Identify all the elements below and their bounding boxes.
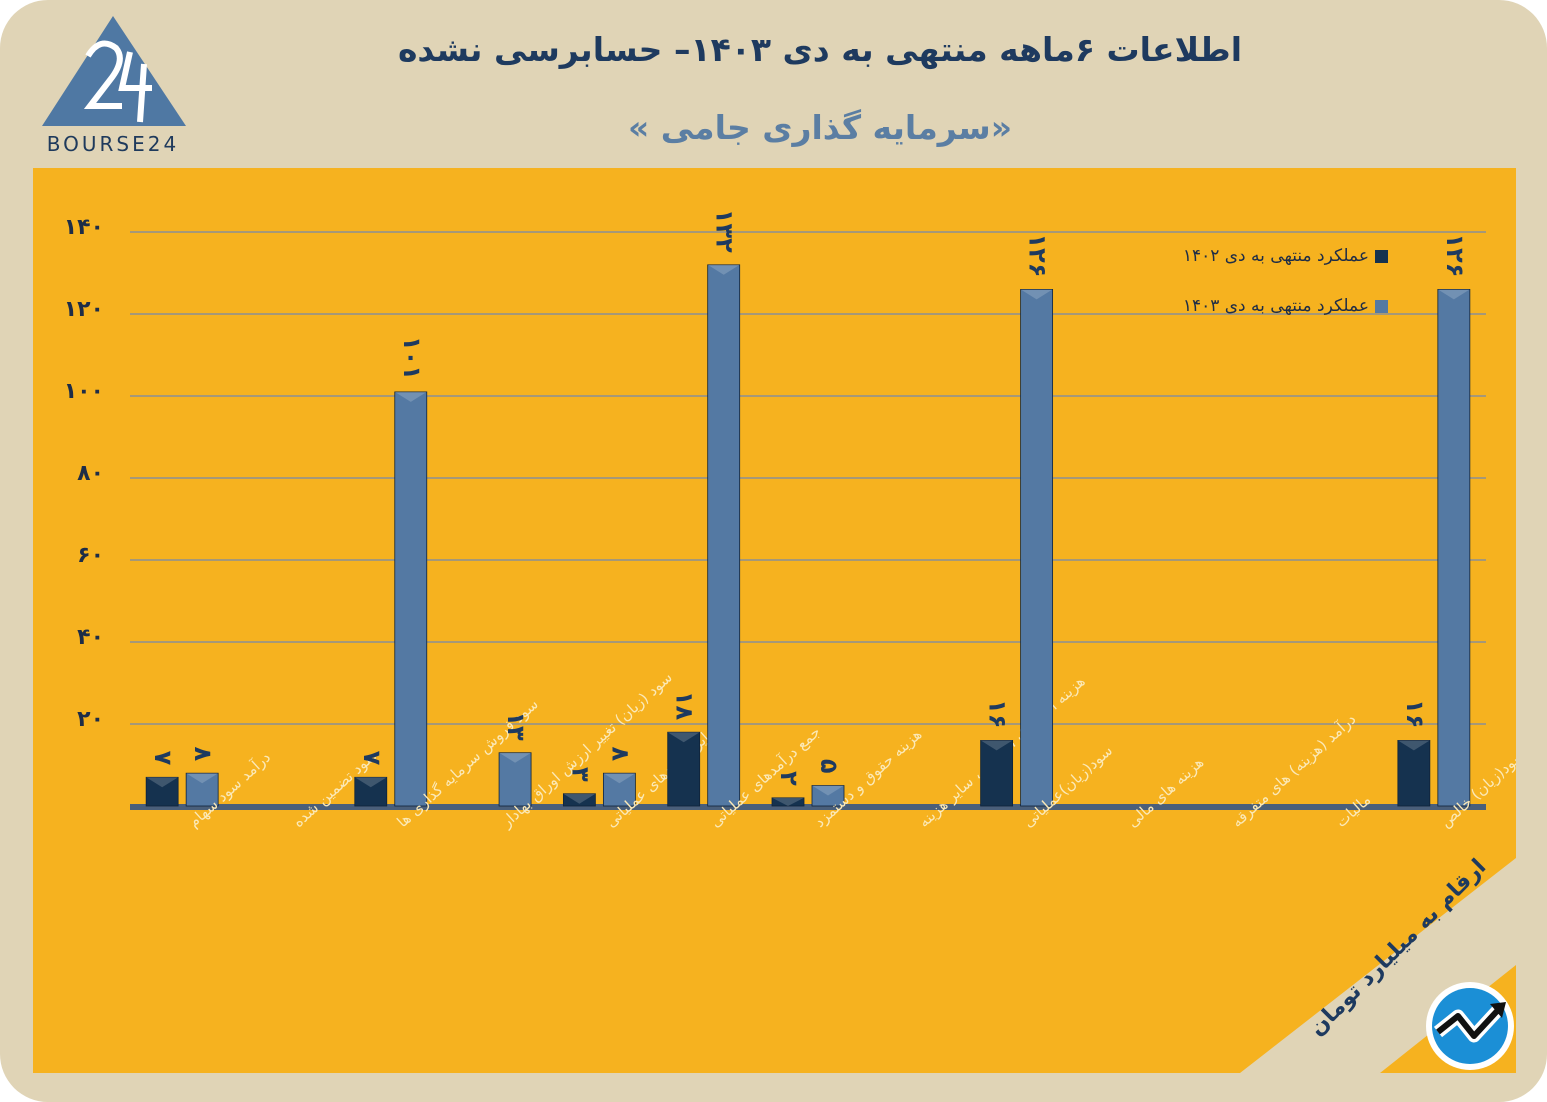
y-tick-label: ۸۰ — [77, 461, 104, 486]
x-axis-line — [130, 804, 1486, 810]
bar-value-label: ۸ — [189, 747, 217, 762]
bar-1402 — [354, 776, 388, 807]
bar-1403 — [498, 752, 532, 807]
bar-1403 — [185, 772, 219, 807]
chart-title: اطلاعات ۶ماهه منتهی به دی ۱۴۰۳– حسابرسی … — [397, 30, 1243, 69]
bar-bevel — [1020, 289, 1053, 300]
bar-1402 — [667, 731, 701, 807]
bar-1402 — [145, 776, 179, 807]
bar-bevel — [603, 773, 636, 784]
legend-item-1402: عملکرد منتهی به دی ۱۴۰۲ — [1183, 246, 1388, 266]
bar-bevel — [563, 793, 596, 804]
y-tick-label: ۴۰ — [77, 625, 104, 650]
bar-bevel — [707, 264, 740, 275]
bar-value-label: ۱۳ — [502, 711, 530, 741]
bar-bevel — [146, 777, 179, 788]
trend-arrow-circle-icon — [1426, 982, 1514, 1070]
y-tick-label: ۲۰ — [77, 707, 104, 732]
legend-label-1402: عملکرد منتهی به دی ۱۴۰۲ — [1182, 246, 1369, 266]
bar-1402 — [1397, 740, 1431, 807]
bar-value-label: ۳ — [566, 767, 594, 782]
y-tick-label: ۱۲۰ — [64, 297, 104, 322]
bar-bevel — [394, 391, 427, 402]
bar-1403 — [811, 785, 845, 807]
bar-bevel — [354, 777, 387, 788]
bar-1402 — [562, 793, 596, 807]
bar-value-label: ۱۲۶ — [1441, 233, 1469, 277]
bar-value-label: ۸ — [606, 747, 634, 762]
y-tick-label: ۶۰ — [77, 543, 104, 568]
bar-1402 — [980, 740, 1014, 807]
legend-item-1403: عملکرد منتهی به دی ۱۴۰۳ — [1183, 296, 1388, 316]
bar-value-label: ۱۰۱ — [398, 336, 426, 380]
bar-bevel — [186, 773, 219, 784]
bar-bevel — [1397, 740, 1430, 751]
bar-1403 — [394, 391, 428, 807]
y-tick-label: ۱۴۰ — [64, 215, 104, 240]
bar-bevel — [1437, 289, 1470, 300]
logo-text: BOURSE24 — [46, 132, 180, 156]
bar-bevel — [499, 752, 532, 763]
bar-value-label: ۱۸ — [671, 691, 699, 721]
bar-1403 — [1437, 289, 1471, 807]
bar-value-label: ۵ — [815, 759, 843, 774]
legend-label-1403: عملکرد منتهی به دی ۱۴۰۳ — [1182, 296, 1369, 316]
legend-swatch-1402 — [1375, 249, 1388, 263]
bourse24-logo — [42, 16, 186, 126]
legend-swatch-1403 — [1375, 299, 1388, 313]
bar-value-label: ۷ — [358, 751, 386, 766]
bar-1403 — [1020, 289, 1054, 807]
bar-value-label: ۱۳۲ — [711, 209, 739, 253]
bar-1403 — [602, 772, 636, 807]
bar-1403 — [707, 264, 741, 807]
bar-value-label: ۲ — [775, 771, 803, 786]
bar-value-label: ۷ — [149, 751, 177, 766]
chart-panel: ۲۰ ۴۰ ۶۰ ۸۰ ۱۰۰ ۱۲۰ ۱۴۰ ۷ ۸ درآمد سود سهام سود تضم… — [33, 168, 1516, 1073]
chart-subtitle: «سرمایه گذاری جامی » — [627, 108, 1013, 147]
bar-value-label: ۱۶ — [984, 699, 1012, 728]
y-tick-label: ۱۰۰ — [64, 379, 104, 404]
bar-value-label: ۱۶ — [1401, 699, 1429, 728]
bar-value-label: ۱۲۶ — [1024, 233, 1052, 277]
bar-1402 — [771, 797, 805, 807]
bar-bevel — [667, 732, 700, 743]
bar-bevel — [772, 797, 804, 806]
bar-bevel — [980, 740, 1013, 751]
bar-bevel — [812, 785, 844, 796]
